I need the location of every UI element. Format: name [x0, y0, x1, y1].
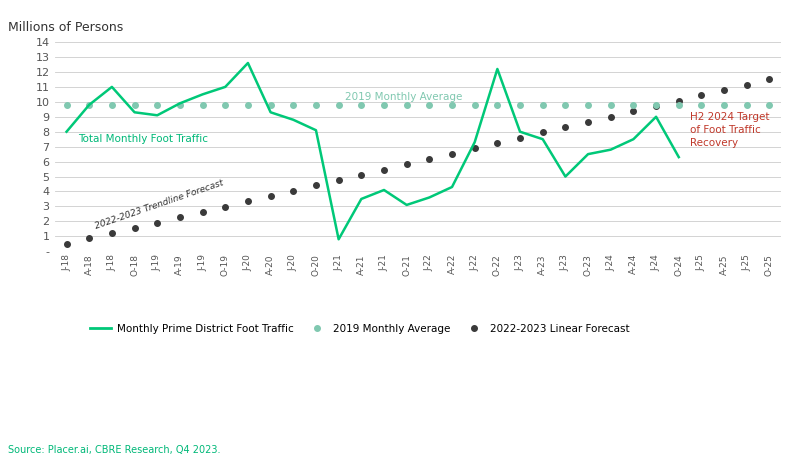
Text: H2 2024 Target
of Foot Traffic
Recovery: H2 2024 Target of Foot Traffic Recovery [690, 112, 769, 148]
Legend: Monthly Prime District Foot Traffic, 2019 Monthly Average, 2022-2023 Linear Fore: Monthly Prime District Foot Traffic, 201… [86, 319, 634, 338]
Text: Source: Placer.ai, CBRE Research, Q4 2023.: Source: Placer.ai, CBRE Research, Q4 202… [8, 445, 220, 455]
Text: Millions of Persons: Millions of Persons [8, 21, 123, 34]
Text: 2019 Monthly Average: 2019 Monthly Average [346, 92, 463, 102]
Text: Total Monthly Foot Traffic: Total Monthly Foot Traffic [78, 134, 207, 144]
Text: 2022-2023 Trendline Forecast: 2022-2023 Trendline Forecast [93, 178, 225, 231]
